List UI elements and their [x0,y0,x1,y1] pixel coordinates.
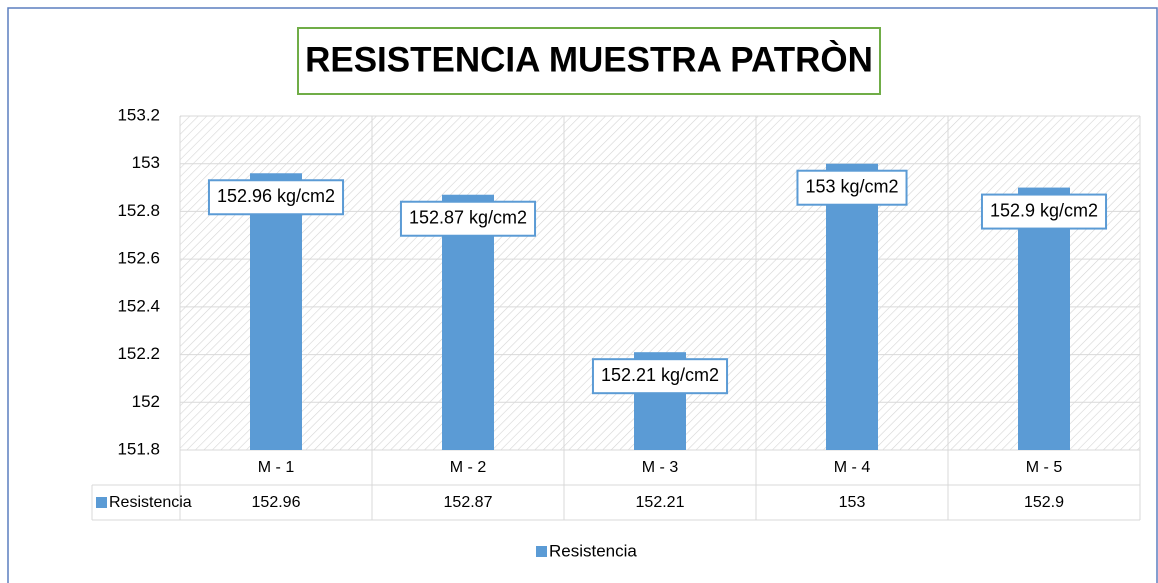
table-value: 153 [839,494,866,511]
data-label-box [399,200,537,237]
y-tick-label: 152.2 [117,344,160,363]
y-tick-label: 153 [132,153,160,172]
data-label: 153 kg/cm2 [805,176,898,196]
y-tick-label: 151.8 [117,439,160,458]
table-value: 152.21 [636,494,685,511]
chart-title: RESISTENCIA MUESTRA PATRÒN [305,39,873,79]
table-value: 152.96 [252,494,301,511]
legend-label: Resistencia [549,541,637,560]
bar [250,173,302,450]
data-label-box [980,193,1108,230]
data-label: 152.96 kg/cm2 [217,186,335,206]
table-legend-key [96,497,107,508]
legend-key [536,546,547,557]
x-tick-label: M - 3 [642,459,679,476]
bar [442,194,494,450]
data-label: 152.21 kg/cm2 [601,365,719,385]
table-series-name: Resistencia [109,494,192,511]
x-tick-label: M - 5 [1026,459,1063,476]
table-value: 152.9 [1024,494,1064,511]
y-tick-label: 152 [132,392,160,411]
data-label-box [796,169,908,206]
data-label-box [591,358,729,395]
y-tick-label: 152.4 [117,296,160,315]
x-tick-label: M - 2 [450,459,487,476]
x-tick-label: M - 1 [258,459,295,476]
y-tick-label: 152.6 [117,249,160,268]
y-tick-label: 153.2 [117,105,160,124]
bar [1018,187,1070,451]
y-tick-label: 152.8 [117,201,160,220]
x-tick-label: M - 4 [834,459,871,476]
data-label: 152.9 kg/cm2 [990,200,1098,220]
data-label: 152.87 kg/cm2 [409,207,527,227]
data-label-box [207,179,345,216]
title-box [297,27,881,95]
table-value: 152.87 [444,494,493,511]
bar [826,163,878,450]
